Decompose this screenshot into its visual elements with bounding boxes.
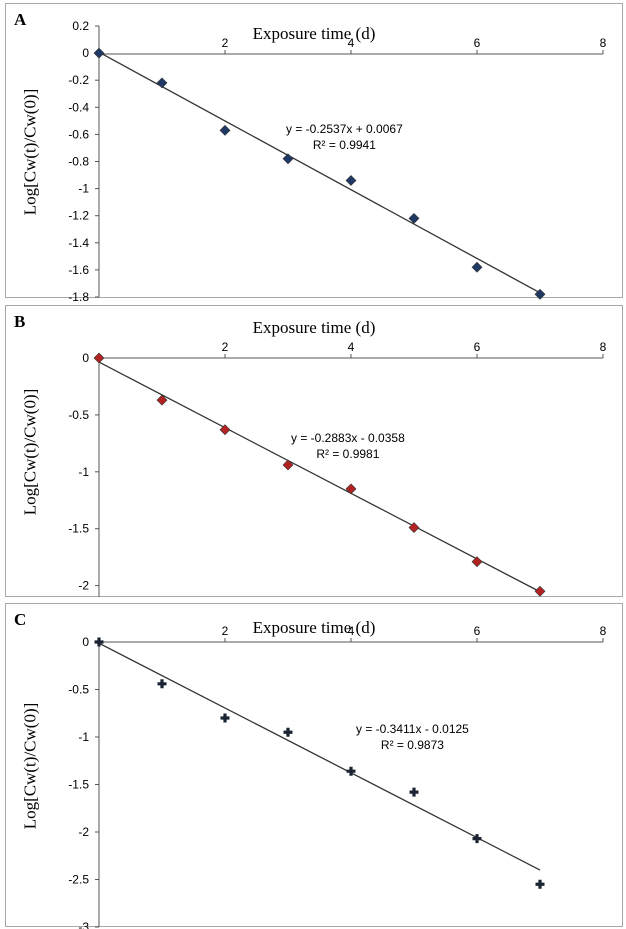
chart-b-x-tick-label: 8 [600,340,607,354]
chart-b-y-tick-label: 0 [82,351,89,365]
chart-b-x-tick-label: 6 [474,340,481,354]
chart-b-data-point [219,424,231,436]
chart-b-data-point [471,556,483,568]
chart-a-y-tick-label: -1.4 [68,236,89,250]
chart-c-y-tick-label: -0.5 [68,683,89,697]
chart-b-trendline-label: y = -0.2883x - 0.0358 R² = 0.9981 [291,430,405,462]
chart-c-data-point [94,637,104,647]
chart-a-y-axis-label: Log[Cw(t)/Cw(0)] [19,88,39,215]
chart-b-y-tick-label: -2 [78,579,89,593]
chart-c-y-tick-label: -1.5 [68,778,89,792]
chart-a-y-tick-label: -0.6 [68,127,89,141]
chart-panel-a: 0.2 0 -0.2 -0.4 -0.6 -0.8 -1 -1.2 -1.4 -1.6 -1.8 2 4… [5,3,623,304]
chart-a-r-squared: R² = 0.9941 [312,138,376,152]
chart-c-y-tick-label: -2 [78,825,89,839]
chart-b-data-point [282,459,294,471]
chart-a-y-tick-label: -1.6 [68,263,89,277]
chart-a-data-point [534,288,546,300]
chart-a-y-tick-label: 0 [82,46,89,60]
chart-c-y-tick-label: -3 [78,920,89,929]
chart-a-plot: 0.2 0 -0.2 -0.4 -0.6 -0.8 -1 -1.2 -1.4 -1.6 -1.8 2 4… [68,19,607,304]
chart-c-data-point [283,727,293,737]
chart-b-data-point [408,522,420,534]
chart-a-data-point [156,77,168,89]
chart-b-x-tick-label: 4 [348,340,355,354]
chart-b-y-tick-label: -0.5 [68,408,89,422]
chart-a-y-tick-label: -1.8 [68,290,89,304]
chart-a-data-point [408,212,420,224]
chart-b-y-tick-label: -1.5 [68,522,89,536]
chart-a-y-tick-label: -1 [78,182,89,196]
chart-c-y-tick-label: -1 [78,730,89,744]
panel-label-b: B [14,312,26,331]
chart-c-x-tick-label: 6 [474,624,481,638]
chart-b-equation: y = -0.2883x - 0.0358 [291,431,405,445]
chart-a-x-tick-label: 6 [474,36,481,50]
panel-label-a: A [14,10,27,29]
chart-a-x-tick-label: 8 [600,36,607,50]
chart-c-x-tick-label: 8 [600,624,607,638]
chart-b-title: Exposure time (d) [252,318,376,337]
chart-b-plot: 0 -0.5 -1 -1.5 -2 2 4 6 8 [68,340,607,597]
chart-b-x-tick-label: 2 [222,340,229,354]
chart-a-y-tick-label: -1.2 [68,209,89,223]
chart-panel-b: 0 -0.5 -1 -1.5 -2 2 4 6 8 B Exposure time (d) Lo… [5,305,623,597]
panel-label-c: C [14,610,27,629]
chart-c-x-tick-label: 4 [348,624,355,638]
chart-a-equation: y = -0.2537x + 0.0067 [286,122,403,136]
chart-b-data-point [534,585,546,597]
chart-a-data-point [282,153,294,165]
chart-c-y-tick-label: -2.5 [68,873,89,887]
chart-c-y-tick-label: 0 [82,635,89,649]
chart-c-data-point [409,787,419,797]
chart-c-trendline [98,642,541,871]
chart-c-data-point [535,879,545,889]
chart-c-data-point [472,834,482,844]
chart-panel-c: 0 -0.5 -1 -1.5 -2 -2.5 -3 2 4 6 8 C Exposure time … [5,603,623,929]
chart-b-y-axis-label: Log[Cw(t)/Cw(0)] [19,388,39,516]
chart-a-y-tick-label: -0.4 [68,100,89,114]
chart-c-data-point [346,766,356,776]
chart-a-data-point [93,47,105,59]
chart-b-data-point [345,483,357,495]
chart-a-data-point [219,124,231,136]
chart-a-data-point [471,261,483,273]
chart-a-trendline-label: y = -0.2537x + 0.0067 R² = 0.9941 [286,121,403,153]
chart-a-data-point [345,175,357,186]
chart-c-equation: y = -0.3411x - 0.0125 [356,722,469,736]
chart-c-title: Exposure time (d) [252,618,376,637]
chart-c-plot: 0 -0.5 -1 -1.5 -2 -2.5 -3 2 4 6 8 [68,624,607,929]
chart-a-title: Exposure time (d) [252,24,376,43]
chart-c-trendline-label: y = -0.3411x - 0.0125 R² = 0.9873 [356,721,469,753]
chart-c-r-squared: R² = 0.9873 [380,738,444,752]
chart-c-y-axis-label: Log[Cw(t)/Cw(0)] [19,702,39,830]
chart-a-y-tick-label: 0.2 [72,19,89,33]
chart-c-x-tick-label: 2 [222,624,229,638]
chart-b-trendline [98,361,541,593]
chart-a-y-tick-label: -0.8 [68,155,89,169]
chart-c-data-point [157,679,167,689]
chart-b-r-squared: R² = 0.9981 [316,447,380,461]
chart-c-data-point [220,713,230,723]
chart-a-x-tick-label: 2 [222,36,229,50]
chart-a-trendline [98,51,541,294]
chart-b-y-tick-label: -1 [78,465,89,479]
chart-b-data-point [156,394,168,406]
chart-a-y-tick-label: -0.2 [68,73,89,87]
chart-b-data-point [93,352,105,364]
chart-a-x-tick-label: 4 [348,36,355,50]
